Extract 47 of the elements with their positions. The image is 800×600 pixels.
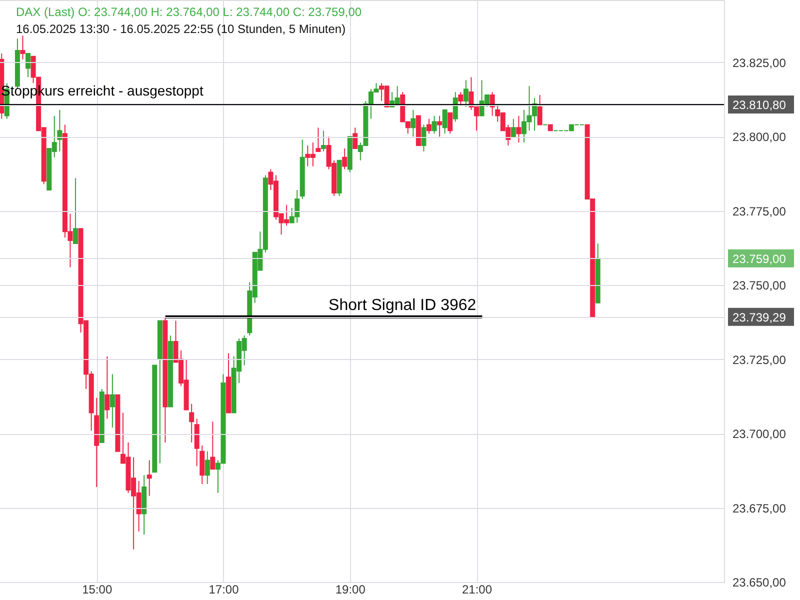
candlestick bbox=[463, 80, 468, 108]
candlestick bbox=[57, 109, 62, 152]
x-tick-label: 19:00 bbox=[335, 582, 366, 596]
candlestick bbox=[452, 92, 458, 122]
candlestick bbox=[537, 94, 542, 126]
candlestick bbox=[437, 115, 442, 138]
series-label: Short Signal ID 3962 bbox=[328, 296, 476, 314]
candlestick bbox=[189, 403, 194, 443]
candlestick bbox=[20, 35, 26, 60]
candlestick bbox=[421, 124, 426, 152]
candlestick bbox=[426, 118, 432, 134]
candlestick bbox=[26, 52, 31, 78]
x-tick-label: 17:00 bbox=[208, 582, 240, 596]
x-tick-label: 15:00 bbox=[82, 582, 112, 596]
y-tick-label: 23.810,80 bbox=[732, 98, 786, 112]
candlestick bbox=[204, 450, 210, 485]
y-tick-label: 23.725,00 bbox=[732, 352, 786, 367]
candlestick bbox=[110, 374, 115, 428]
y-tick-label: 23.800,00 bbox=[732, 130, 786, 144]
candlestick bbox=[458, 92, 464, 104]
candlestick bbox=[352, 127, 358, 149]
x-tick-label: 21:00 bbox=[462, 582, 492, 596]
candlestick bbox=[146, 460, 152, 496]
y-tick-label: 23.675,00 bbox=[732, 501, 786, 516]
candlestick bbox=[432, 115, 437, 134]
y-tick-label: 23.750,00 bbox=[732, 278, 786, 293]
text: 16.05.2025 13:30 - 16.05.2025 22:55 (10 Stunden, 5 Minuten) bbox=[16, 22, 346, 36]
y-tick-label: 23.825,00 bbox=[732, 56, 786, 70]
y-tick-label: 23.650,00 bbox=[732, 576, 786, 590]
candlestick bbox=[200, 444, 205, 485]
candlestick bbox=[448, 112, 453, 134]
candlestick bbox=[194, 418, 200, 467]
candlestick bbox=[104, 356, 110, 420]
y-tick-label: 23.759,00 bbox=[732, 252, 786, 266]
candlestick bbox=[320, 130, 326, 152]
candlestick bbox=[210, 421, 216, 470]
candlestick bbox=[516, 115, 522, 144]
candlestick bbox=[410, 109, 416, 138]
y-tick-label: 23.739,29 bbox=[732, 310, 786, 324]
candlestick bbox=[442, 109, 448, 134]
candlestick bbox=[73, 178, 78, 244]
y-tick-label: 23.700,00 bbox=[732, 427, 786, 442]
chart-title: DAX (Last) O: 23.744,00 H: 23.764,00 L: 23.744,00 C: 23.759,00 bbox=[16, 5, 362, 19]
candlestick bbox=[342, 148, 348, 170]
y-tick-label: 23.775,00 bbox=[732, 204, 786, 218]
candlestick bbox=[316, 127, 321, 152]
candlestick bbox=[510, 118, 516, 138]
